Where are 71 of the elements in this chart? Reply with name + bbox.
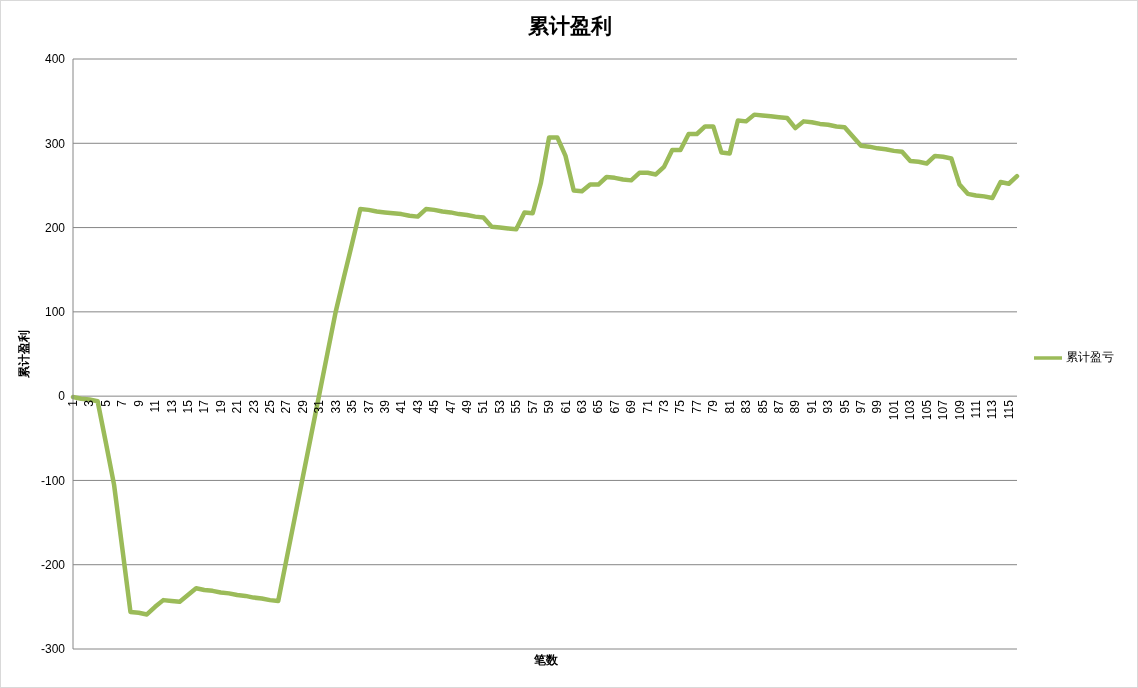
legend-label: 累计盈亏 [1066, 350, 1114, 365]
x-tick-label: 95 [837, 399, 852, 414]
x-tick-label: 43 [410, 399, 425, 414]
x-tick-label: 59 [542, 399, 557, 414]
x-tick-label: 51 [476, 399, 491, 414]
x-tick-label: 69 [624, 399, 639, 414]
x-tick-label: 33 [328, 399, 343, 414]
x-tick-label: 103 [903, 399, 918, 421]
x-tick-label: 101 [886, 399, 901, 421]
x-tick-label: 113 [985, 399, 1000, 420]
x-tick-label: 25 [263, 399, 278, 414]
x-tick-label: 27 [279, 399, 294, 414]
x-tick-label: 71 [640, 399, 655, 414]
y-tick-label: 100 [44, 305, 66, 320]
x-tick-label: 47 [443, 399, 458, 414]
y-tick-label: -300 [40, 642, 66, 657]
x-tick-label: 37 [361, 399, 376, 414]
x-tick-label: 97 [854, 399, 869, 414]
x-tick-label: 35 [345, 399, 360, 414]
x-tick-label: 81 [722, 399, 737, 414]
x-tick-label: 41 [394, 399, 409, 414]
x-tick-label: 111 [968, 399, 983, 419]
x-tick-label: 45 [427, 399, 442, 414]
x-tick-label: 31 [312, 399, 327, 414]
x-tick-label: 19 [213, 399, 228, 414]
y-axis-title: 累计盈利 [15, 330, 32, 378]
x-tick-label: 9 [131, 399, 146, 407]
chart-title: 累计盈利 [527, 13, 613, 39]
x-tick-label: 49 [460, 399, 475, 414]
x-tick-label: 3 [82, 399, 97, 407]
x-tick-label: 5 [98, 399, 113, 407]
x-tick-label: 55 [509, 399, 524, 414]
x-tick-label: 75 [673, 399, 688, 414]
y-tick-label: -200 [40, 557, 66, 572]
y-tick-label: 0 [58, 389, 66, 404]
x-tick-label: 77 [689, 399, 704, 414]
y-tick-label: -100 [40, 473, 66, 488]
line-series [70, 112, 1020, 617]
x-tick-label: 83 [739, 399, 754, 414]
x-tick-label: 11 [148, 399, 163, 413]
y-tick-label: 200 [44, 220, 66, 235]
x-tick-label: 17 [197, 399, 212, 414]
x-tick-label: 23 [246, 399, 261, 414]
x-tick-label: 99 [870, 399, 885, 414]
x-tick-label: 29 [295, 399, 310, 414]
x-tick-label: 39 [377, 399, 392, 414]
x-tick-label: 93 [821, 399, 836, 414]
x-tick-label: 67 [607, 399, 622, 414]
x-tick-label: 15 [180, 399, 195, 414]
x-tick-label: 1 [66, 399, 80, 407]
x-tick-label: 73 [657, 399, 672, 414]
x-tick-label: 79 [706, 399, 721, 414]
y-tick-label: 400 [44, 52, 66, 67]
y-tick-label: 300 [44, 136, 66, 151]
x-tick-label: 107 [936, 399, 951, 421]
x-tick-label: 65 [591, 399, 606, 414]
x-tick-label: 63 [574, 399, 589, 414]
x-tick-label: 57 [525, 399, 540, 414]
x-tick-label: 87 [771, 399, 786, 414]
x-tick-label: 13 [164, 399, 179, 414]
x-tick-label: 21 [230, 399, 245, 414]
x-axis-title: 笔数 [534, 651, 558, 669]
x-tick-label: 105 [919, 399, 934, 421]
x-tick-label: 91 [804, 399, 819, 414]
x-tick-label: 53 [492, 399, 507, 414]
x-tick-label: 85 [755, 399, 770, 414]
x-tick-label: 109 [952, 399, 967, 421]
x-tick-label: 61 [558, 399, 573, 414]
x-tick-label: 7 [115, 399, 130, 407]
x-tick-label: 89 [788, 399, 803, 414]
x-tick-label: 115 [1001, 399, 1016, 420]
